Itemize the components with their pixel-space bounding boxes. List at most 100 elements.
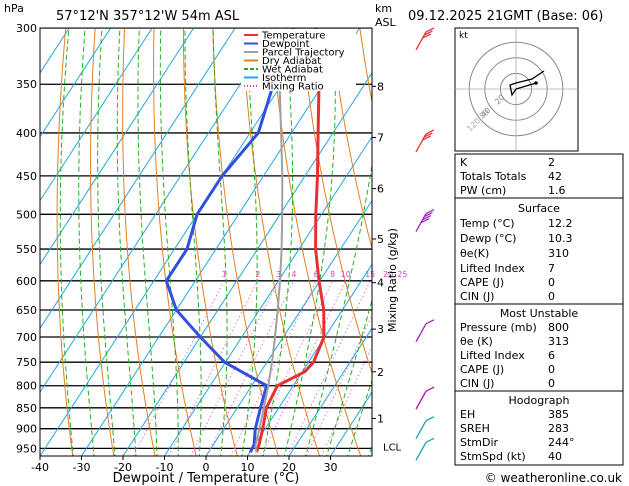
pressure-tick-label: 450 [16,170,37,183]
mu-li-label: Lifted Index [460,349,525,362]
isotherm-line [40,28,236,330]
storm-motion-vector [515,82,537,90]
surface-li-label: Lifted Index [460,262,525,275]
stmdir-label: StmDir [460,436,499,449]
pressure-tick-label: 500 [16,208,37,221]
pressure-tick-label: 600 [16,275,37,288]
date-title: 09.12.2025 21GMT (Base: 06) [408,9,603,24]
pressure-tick-label: 800 [16,380,37,393]
mixing-ratio-label: 8 [330,270,335,279]
wind-barb-staff [415,133,427,153]
mixing-ratio-label: 3 [276,270,281,279]
x-tick-label: -20 [114,461,132,474]
wind-barb-flag [425,208,435,215]
surface-dewp-label: Dewp (°C) [460,232,516,245]
wet-adiabat [116,28,137,456]
isotherm-line [40,28,195,266]
hodograph-trace [509,70,545,97]
wind-barb-staff [415,420,427,439]
mixing-ratio-label: 25 [397,270,407,279]
surface-cin-value: 0 [548,290,555,303]
wet-adiabat [326,298,372,456]
mu-cape-label: CAPE (J) [460,363,504,376]
mu-cape-value: 0 [548,363,555,376]
wet-adiabat [304,162,372,456]
isotherm-line [40,28,319,456]
surface-cin-label: CIN (J) [460,290,494,303]
wind-barb-flag [425,319,435,325]
series-parcel-trajectory [254,28,284,453]
wind-barb-flag [425,129,435,135]
km-tick-label: 4 [377,277,384,290]
isotherm-line [288,327,372,456]
surface-cape-value: 0 [548,276,555,289]
x-tick-label: 30 [324,461,338,474]
x-tick-label: 20 [282,461,296,474]
pressure-tick-label: 750 [16,356,37,369]
mixing-ratio-line [287,280,371,456]
wind-barb-flag [425,27,435,33]
mu-cin-label: CIN (J) [460,377,494,390]
sounding-traces [164,28,326,453]
mixing-ratio-label: 2 [255,270,260,279]
wind-barb-flag [425,386,435,392]
pressure-tick-label: 700 [16,331,37,344]
pressure-tick-label: 550 [16,243,37,256]
mu-pres-label: Pressure (mb) [460,321,537,334]
dry-adiabat [153,28,197,456]
legend-entry: Isotherm [262,73,306,84]
km-tick-label: 8 [377,80,384,93]
isotherm-line [164,135,372,456]
wind-barb-flag [424,30,433,36]
hodograph-table-header: Hodograph [509,394,570,407]
series-temperature [255,28,326,453]
x-tick-label: -40 [31,461,49,474]
pressure-unit: hPa [4,2,24,15]
pressure-tick-label: 900 [16,423,37,436]
mixing-ratio-label: 20 [383,270,393,279]
wind-barb-staff [415,323,427,343]
wind-barb-flag [424,211,433,218]
dry-adiabat [329,28,372,251]
eh-value: 385 [548,408,569,421]
wet-adiabat [137,28,158,456]
km-tick-label: 5 [377,233,384,246]
legend-entry: Wet Adiabat [262,65,323,76]
legend-entry: Dry Adiabat [262,56,321,67]
dry-adiabat [595,28,629,456]
eh-label: EH [460,408,475,421]
tt-value: 42 [548,170,562,183]
surface-cape-label: CAPE (J) [460,276,504,289]
location-title: 57°12'N 357°12'W 54m ASL [56,9,240,24]
wind-barb-flag [422,214,432,221]
km-tick-label: 6 [377,183,384,196]
pw-value: 1.6 [548,184,566,197]
sreh-label: SREH [460,422,490,435]
dry-adiabat [271,28,362,456]
dry-adiabat [89,28,115,456]
isotherm-line [40,28,153,202]
wind-barb-flag [422,135,432,141]
legend-entry: Temperature [261,31,325,42]
mixing-ratio-line [321,344,372,456]
wet-adiabat [262,28,294,456]
mixing-ratio-line [190,280,280,456]
mixing-ratio-line [247,280,334,456]
wind-barb-flag [422,33,432,39]
km-tick-label: 3 [377,323,384,336]
mu-li-value: 6 [548,349,555,362]
mu-theta-value: 313 [548,335,569,348]
k-label: K [460,156,468,169]
wind-barb-flag [420,217,430,224]
pressure-tick-label: 850 [16,402,37,415]
wet-adiabat [283,28,336,456]
wet-adiabat [97,28,116,456]
km-tick-label: 7 [377,131,384,144]
mu-theta-label: θe (K) [460,335,493,348]
height-unit-asl: ASL [375,16,397,29]
dry-adiabat [56,28,74,456]
height-unit-km: km [375,2,392,15]
isotherm-line [122,72,372,456]
isotherm-line [205,199,372,456]
